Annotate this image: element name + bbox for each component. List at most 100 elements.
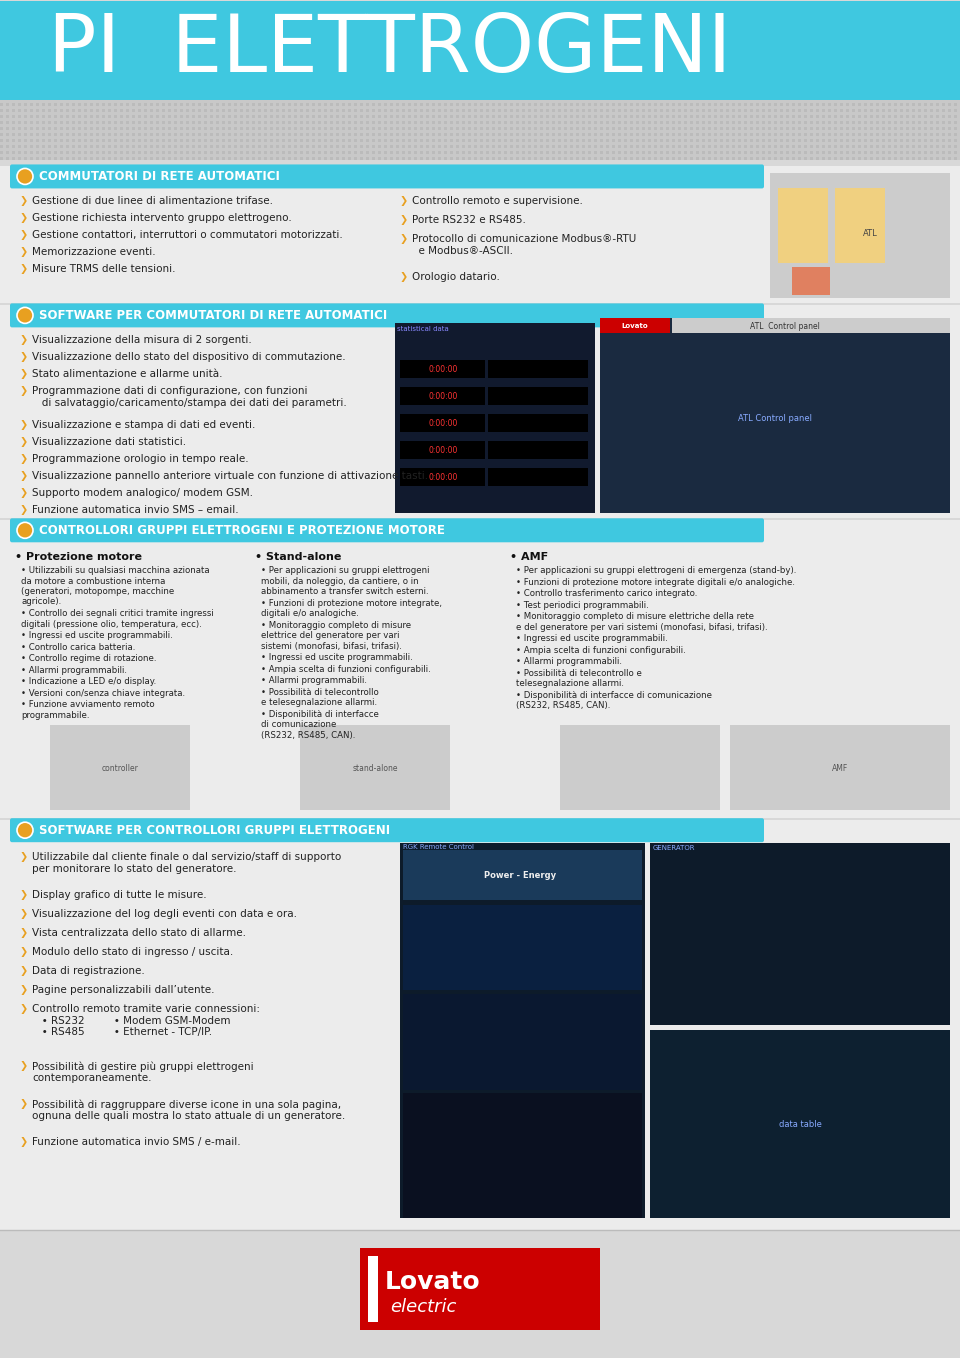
Bar	[264, 133, 267, 136]
Text: Display grafico di tutte le misure.: Display grafico di tutte le misure.	[32, 891, 206, 900]
Bar	[378, 103, 381, 106]
Bar	[48, 152, 51, 155]
Bar	[306, 152, 309, 155]
Bar	[852, 158, 855, 160]
Bar	[636, 145, 639, 148]
Bar	[954, 128, 957, 130]
Bar	[552, 152, 555, 155]
Text: Modulo dello stato di ingresso / uscita.: Modulo dello stato di ingresso / uscita.	[32, 947, 233, 957]
Bar	[132, 121, 135, 125]
Bar	[480, 103, 483, 106]
Bar	[600, 103, 603, 106]
Bar	[180, 110, 183, 113]
Bar	[240, 110, 243, 113]
Bar	[876, 110, 879, 113]
Bar	[612, 128, 615, 130]
Text: ❯: ❯	[20, 966, 28, 976]
Bar	[918, 110, 921, 113]
Text: • Funzione avviamento remoto
programmabile.: • Funzione avviamento remoto programmabi…	[21, 701, 155, 720]
Bar	[768, 103, 771, 106]
Bar	[762, 110, 765, 113]
Bar	[474, 133, 477, 136]
Bar	[228, 152, 231, 155]
Bar	[882, 140, 885, 143]
Bar	[708, 158, 711, 160]
Bar	[120, 158, 123, 160]
Bar	[732, 145, 735, 148]
Bar	[876, 121, 879, 125]
Bar	[762, 103, 765, 106]
Bar	[18, 103, 21, 106]
Bar	[492, 133, 495, 136]
Bar	[702, 140, 705, 143]
Bar	[408, 121, 411, 125]
Bar	[450, 158, 453, 160]
Bar	[456, 145, 459, 148]
Bar	[564, 145, 567, 148]
Bar	[324, 140, 327, 143]
Bar	[396, 140, 399, 143]
Bar	[294, 140, 297, 143]
Bar	[282, 103, 285, 106]
Bar	[84, 158, 87, 160]
Bar	[246, 152, 249, 155]
Bar	[900, 110, 903, 113]
Bar	[180, 140, 183, 143]
Bar	[78, 140, 81, 143]
Bar	[306, 133, 309, 136]
Bar	[282, 158, 285, 160]
Bar	[714, 121, 717, 125]
Bar	[114, 103, 117, 106]
Bar	[924, 110, 927, 113]
Bar	[660, 121, 663, 125]
Bar	[432, 133, 435, 136]
Bar	[174, 103, 177, 106]
Bar	[540, 103, 543, 106]
Bar	[756, 128, 759, 130]
Bar	[636, 158, 639, 160]
Bar	[462, 158, 465, 160]
Bar	[354, 152, 357, 155]
Bar	[828, 133, 831, 136]
Bar	[768, 140, 771, 143]
Bar	[678, 145, 681, 148]
Bar	[96, 115, 99, 118]
Bar	[786, 152, 789, 155]
Bar	[660, 140, 663, 143]
Bar	[942, 140, 945, 143]
Bar	[660, 158, 663, 160]
Bar	[84, 121, 87, 125]
Bar	[90, 121, 93, 125]
Bar	[192, 158, 195, 160]
Bar	[612, 103, 615, 106]
Bar	[120, 145, 123, 148]
Bar	[132, 128, 135, 130]
Bar	[798, 152, 801, 155]
Bar	[400, 387, 485, 405]
Bar	[558, 158, 561, 160]
Bar	[60, 140, 63, 143]
Bar	[30, 121, 33, 125]
Bar	[546, 110, 549, 113]
Bar	[144, 103, 147, 106]
Bar	[684, 133, 687, 136]
Bar	[456, 103, 459, 106]
Bar	[198, 145, 201, 148]
Bar	[546, 152, 549, 155]
Bar	[402, 152, 405, 155]
Bar	[342, 152, 345, 155]
Bar	[360, 110, 363, 113]
Bar	[294, 152, 297, 155]
Bar	[438, 121, 441, 125]
Bar	[192, 128, 195, 130]
Bar	[312, 110, 315, 113]
Bar	[450, 128, 453, 130]
Bar	[486, 110, 489, 113]
Bar	[488, 441, 588, 459]
Bar	[936, 140, 939, 143]
Bar	[204, 128, 207, 130]
Bar	[156, 128, 159, 130]
Bar	[162, 152, 165, 155]
Bar	[900, 140, 903, 143]
Text: ❯: ❯	[20, 265, 28, 274]
